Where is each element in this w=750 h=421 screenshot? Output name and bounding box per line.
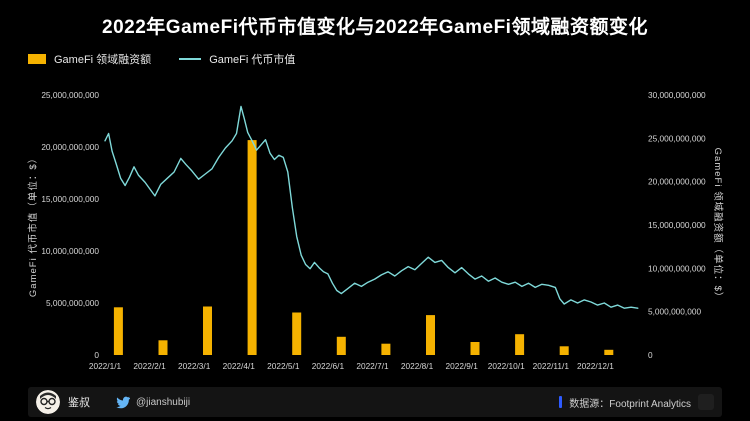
source-accent-mark	[559, 396, 563, 408]
left-axis-title: GameFi 代币市值（单位：$）	[28, 152, 39, 298]
legend-item-funding: GameFi 领域融资额	[28, 51, 151, 67]
right-axis-tick: 30,000,000,000	[648, 90, 706, 100]
left-axis-tick: 20,000,000,000	[41, 142, 99, 152]
funding-bar	[292, 312, 302, 355]
left-axis-tick: 10,000,000,000	[41, 246, 99, 256]
funding-bar	[247, 140, 257, 355]
right-axis-tick: 25,000,000,000	[648, 133, 706, 143]
footer-bar: 鉴叔 @jianshubiji 数据源：Footprint Analytics	[28, 387, 722, 417]
x-axis-tick: 2022/6/1	[312, 361, 345, 371]
twitter-icon	[116, 396, 130, 409]
funding-bar	[559, 346, 569, 355]
right-axis-tick: 15,000,000,000	[648, 220, 706, 230]
brand-avatar	[36, 390, 60, 414]
x-axis-tick: 2022/9/1	[446, 361, 479, 371]
funding-bar	[604, 349, 614, 355]
brand-name: 鉴叔	[68, 397, 90, 409]
right-axis-tick: 10,000,000,000	[648, 263, 706, 273]
right-axis-tick: 0	[648, 350, 653, 360]
x-axis-tick: 2022/2/1	[133, 361, 166, 371]
x-axis-tick: 2022/12/1	[577, 361, 614, 371]
left-axis-tick: 15,000,000,000	[41, 194, 99, 204]
funding-bar	[336, 336, 346, 355]
twitter-handle[interactable]: @jianshubiji	[136, 396, 191, 408]
funding-bar	[515, 334, 525, 355]
x-axis-tick: 2022/4/1	[223, 361, 256, 371]
left-axis-tick: 5,000,000,000	[46, 298, 99, 308]
funding-bar	[381, 343, 391, 355]
footprint-logo	[698, 394, 714, 410]
x-axis-tick: 2022/3/1	[178, 361, 211, 371]
funding-bar	[203, 306, 212, 355]
market-cap-line	[104, 105, 639, 309]
legend-funding-label: GameFi 领域融资额	[54, 54, 152, 66]
funding-bar-swatch	[28, 54, 46, 64]
source-label: 数据源：Footprint Analytics	[569, 398, 691, 410]
left-axis-tick: 25,000,000,000	[41, 90, 99, 100]
right-axis-tick: 20,000,000,000	[648, 177, 706, 187]
page-title: 2022年GameFi代币市值变化与2022年GameFi领域融资额变化	[102, 17, 648, 38]
twitter-link[interactable]: @jianshubiji	[116, 395, 190, 409]
x-axis-tick: 2022/11/1	[533, 361, 570, 371]
x-axis-tick: 2022/1/1	[89, 361, 122, 371]
x-axis-tick: 2022/5/1	[267, 361, 300, 371]
funding-bar	[158, 340, 168, 355]
funding-bar	[470, 342, 480, 355]
x-axis-tick: 2022/7/1	[356, 361, 389, 371]
funding-bar	[426, 315, 435, 355]
x-axis-tick: 2022/8/1	[401, 361, 434, 371]
legend-item-marketcap: GameFi 代币市值	[179, 51, 295, 67]
x-axis-tick: 2022/10/1	[488, 361, 525, 371]
legend-marketcap-label: GameFi 代币市值	[209, 54, 296, 66]
left-axis-tick: 0	[94, 350, 99, 360]
data-source: 数据源：Footprint Analytics	[559, 394, 714, 410]
legend: GameFi 领域融资额 GameFi 代币市值	[28, 51, 295, 67]
right-axis-tick: 5,000,000,000	[648, 307, 701, 317]
funding-bar	[113, 307, 123, 355]
marketcap-line-swatch	[179, 58, 202, 60]
right-axis-title: GameFi 领域融资额（单位：$）	[712, 147, 723, 303]
